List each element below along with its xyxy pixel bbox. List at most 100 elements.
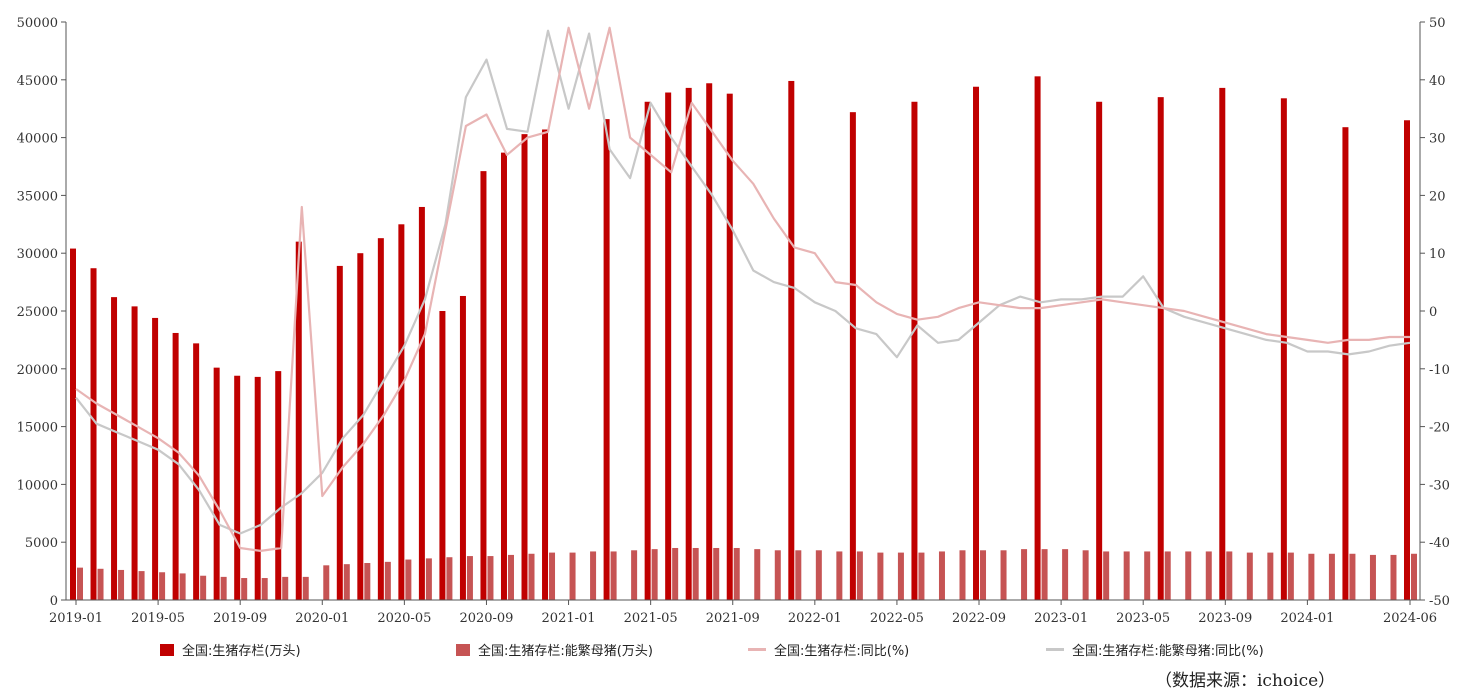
source-note: （数据来源：ichoice） bbox=[1155, 671, 1336, 691]
bar-sow-stock-2024-04 bbox=[1369, 554, 1376, 600]
legend-label-sow-stock: 全国:生猪存栏:能繁母猪(万头) bbox=[478, 644, 653, 659]
y-right-tick-label: 30 bbox=[1429, 132, 1446, 147]
y-left-tick-label: 15000 bbox=[17, 421, 58, 436]
y-right-tick-label: 20 bbox=[1429, 189, 1446, 204]
bar-pig-stock-2019-11 bbox=[275, 371, 282, 600]
y-left-tick-label: 40000 bbox=[17, 132, 58, 147]
bar-sow-stock-2022-10 bbox=[1000, 550, 1007, 600]
y-left-tick-label: 5000 bbox=[25, 536, 58, 551]
bar-pig-stock-2019-12 bbox=[295, 241, 302, 600]
bar-sow-stock-2021-05 bbox=[651, 549, 658, 600]
bar-pig-stock-2024-06 bbox=[1404, 120, 1410, 600]
bar-pig-stock-2022-06 bbox=[911, 101, 918, 600]
bar-pig-stock-2019-03 bbox=[111, 297, 118, 600]
bar-sow-stock-2023-12 bbox=[1287, 552, 1294, 600]
bar-sow-stock-2022-05 bbox=[897, 552, 904, 600]
bar-pig-stock-2022-09 bbox=[973, 86, 980, 600]
bar-sow-stock-2019-11 bbox=[282, 576, 289, 600]
bar-sow-stock-2021-12 bbox=[795, 550, 802, 600]
bar-sow-stock-2020-01 bbox=[323, 565, 330, 600]
x-tick-label: 2020-09 bbox=[459, 611, 513, 626]
bar-sow-stock-2022-03 bbox=[856, 551, 863, 600]
x-tick-label: 2023-01 bbox=[1034, 611, 1088, 626]
bar-sow-stock-2020-03 bbox=[364, 563, 371, 600]
bar-sow-stock-2020-04 bbox=[384, 561, 391, 600]
bar-sow-stock-2023-10 bbox=[1246, 552, 1253, 600]
bar-sow-stock-2022-11 bbox=[1021, 549, 1028, 600]
bar-sow-stock-2021-07 bbox=[692, 547, 699, 600]
bar-sow-stock-2023-03 bbox=[1103, 551, 1110, 600]
y-left-tick-label: 20000 bbox=[17, 363, 58, 378]
bar-sow-stock-2024-02 bbox=[1328, 553, 1335, 600]
x-tick-label: 2021-05 bbox=[624, 611, 678, 626]
bar-sow-stock-2022-02 bbox=[836, 551, 843, 600]
legend-swatch-pig-yoy bbox=[748, 648, 766, 651]
bars-layer bbox=[70, 76, 1417, 601]
bar-sow-stock-2021-09 bbox=[733, 547, 740, 600]
bar-sow-stock-2023-11 bbox=[1267, 552, 1274, 600]
legend-swatch-sow-yoy bbox=[1046, 648, 1064, 651]
bar-sow-stock-2019-08 bbox=[220, 576, 227, 600]
x-tick-label: 2019-09 bbox=[213, 611, 267, 626]
bar-pig-stock-2021-06 bbox=[665, 92, 672, 601]
y-right-tick-label: 40 bbox=[1429, 74, 1446, 89]
y-right-tick-label: 50 bbox=[1429, 16, 1446, 31]
y-right-tick-label: 0 bbox=[1429, 305, 1437, 320]
bar-sow-stock-2022-07 bbox=[938, 551, 945, 600]
y-right-tick-label: 10 bbox=[1429, 247, 1446, 262]
bar-sow-stock-2019-05 bbox=[159, 572, 166, 600]
legend-item-pig-stock: 全国:生猪存栏(万头) bbox=[160, 640, 301, 659]
bar-sow-stock-2021-11 bbox=[774, 550, 781, 600]
bar-sow-stock-2022-08 bbox=[959, 550, 966, 600]
y-right-tick-label: -10 bbox=[1429, 363, 1450, 378]
bar-sow-stock-2019-02 bbox=[97, 568, 104, 600]
legend-swatch-sow-stock bbox=[456, 643, 470, 656]
bar-pig-stock-2020-06 bbox=[418, 206, 425, 600]
bar-sow-stock-2020-02 bbox=[343, 564, 350, 600]
y-right-tick-label: -30 bbox=[1429, 478, 1450, 493]
bar-pig-stock-2021-03 bbox=[603, 119, 610, 600]
legend-label-pig-yoy: 全国:生猪存栏:同比(%) bbox=[774, 644, 910, 659]
bar-sow-stock-2024-05 bbox=[1390, 554, 1397, 600]
bar-sow-stock-2021-08 bbox=[713, 547, 720, 600]
bar-sow-stock-2021-02 bbox=[590, 551, 597, 600]
bar-sow-stock-2024-03 bbox=[1349, 553, 1356, 600]
bar-pig-stock-2023-09 bbox=[1219, 87, 1226, 601]
bar-pig-stock-2019-05 bbox=[152, 317, 159, 600]
x-tick-label: 2019-01 bbox=[49, 611, 103, 626]
bar-sow-stock-2019-10 bbox=[261, 578, 268, 600]
bar-sow-stock-2023-07 bbox=[1185, 551, 1192, 600]
y-left-tick-label: 25000 bbox=[17, 305, 58, 320]
bar-pig-stock-2021-08 bbox=[706, 83, 713, 600]
bar-pig-stock-2020-11 bbox=[521, 134, 528, 600]
bar-pig-stock-2019-10 bbox=[254, 376, 261, 600]
bar-sow-stock-2023-02 bbox=[1082, 550, 1089, 600]
y-left-tick-label: 30000 bbox=[17, 247, 58, 262]
line-pig-yoy bbox=[75, 26, 1410, 553]
bar-sow-stock-2020-12 bbox=[549, 552, 556, 600]
bar-sow-stock-2019-04 bbox=[138, 571, 145, 600]
bar-pig-stock-2020-10 bbox=[500, 152, 507, 601]
bar-sow-stock-2020-08 bbox=[466, 556, 473, 600]
bar-sow-stock-2019-01 bbox=[77, 567, 83, 600]
y-left-tick-label: 0 bbox=[50, 594, 58, 609]
x-tick-label: 2022-05 bbox=[870, 611, 924, 626]
x-tick-label: 2023-09 bbox=[1198, 611, 1252, 626]
bar-pig-stock-2019-01 bbox=[70, 248, 76, 601]
bar-sow-stock-2019-06 bbox=[179, 573, 186, 600]
bar-pig-stock-2020-08 bbox=[459, 295, 466, 600]
bar-sow-stock-2022-06 bbox=[918, 552, 925, 600]
legend-item-pig-yoy: 全国:生猪存栏:同比(%) bbox=[748, 640, 909, 659]
bar-sow-stock-2020-09 bbox=[487, 556, 494, 600]
bar-pig-stock-2021-09 bbox=[726, 93, 733, 600]
x-tick-label: 2022-09 bbox=[952, 611, 1006, 626]
bar-sow-stock-2023-09 bbox=[1226, 551, 1233, 600]
x-tick-label: 2024-01 bbox=[1280, 611, 1334, 626]
y-left-tick-label: 50000 bbox=[17, 16, 58, 31]
bar-sow-stock-2020-10 bbox=[507, 554, 514, 600]
axes-layer: 0 5000 10000 15000 20000 25000 30000 35000 40000… bbox=[17, 16, 1450, 626]
lines-layer bbox=[75, 26, 1411, 553]
bar-pig-stock-2020-02 bbox=[336, 265, 343, 600]
legend-label-pig-stock: 全国:生猪存栏(万头) bbox=[182, 644, 301, 659]
bar-pig-stock-2021-12 bbox=[788, 80, 795, 601]
